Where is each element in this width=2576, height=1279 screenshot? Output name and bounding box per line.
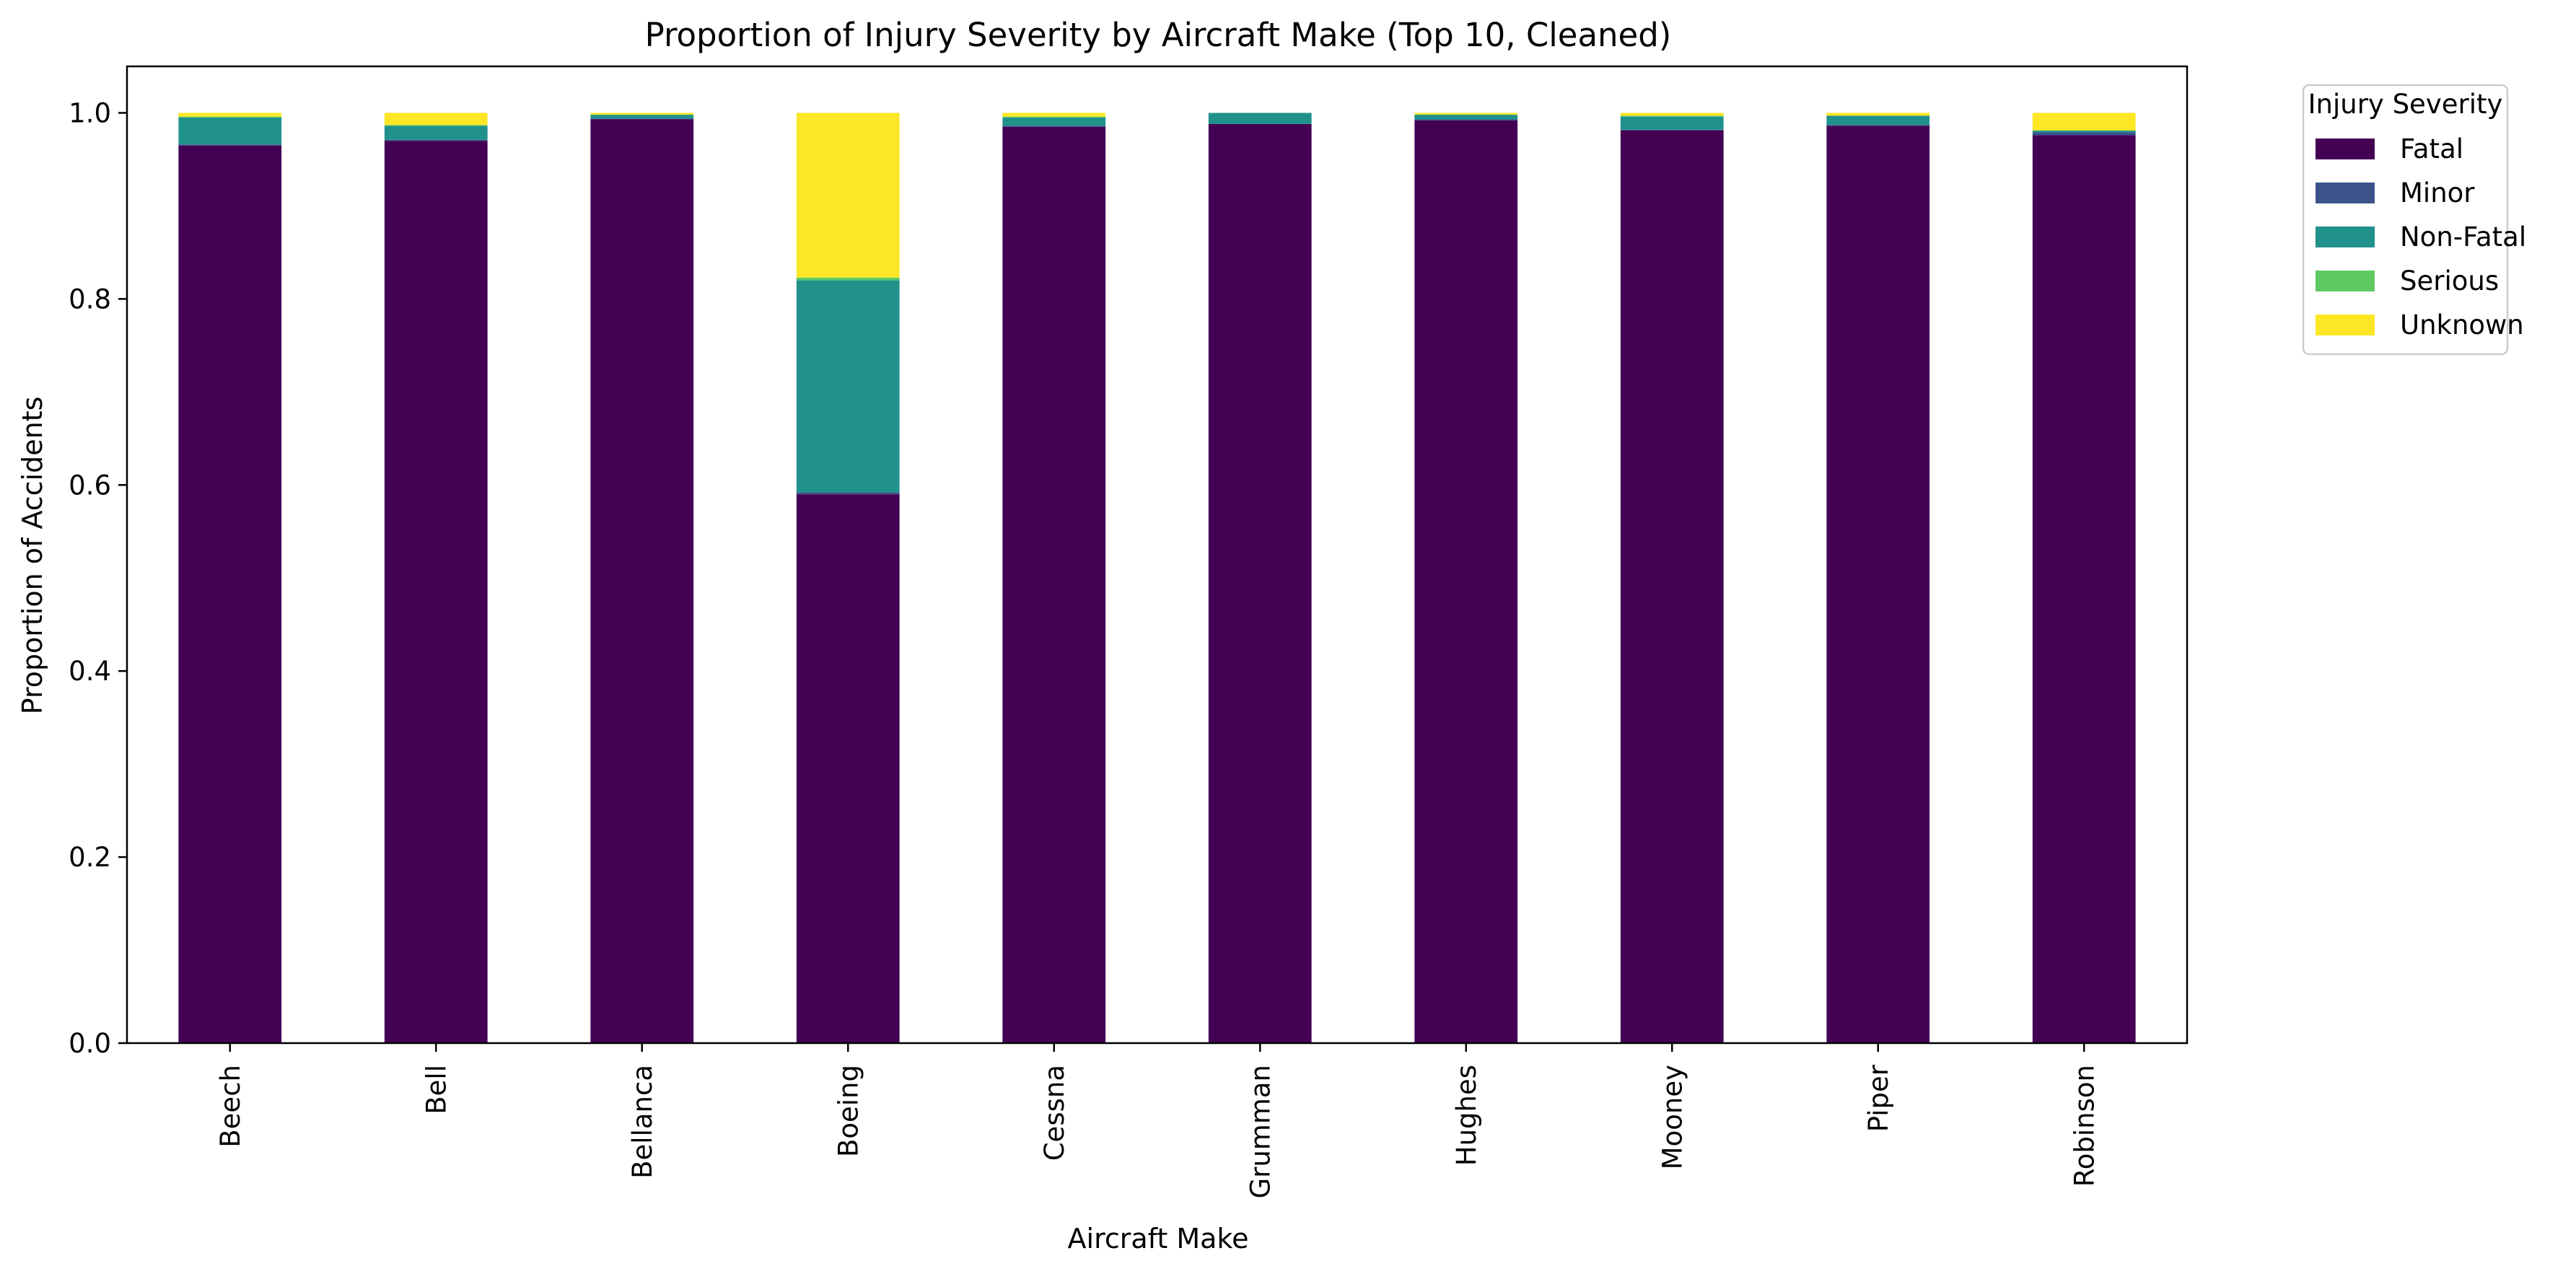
x-tick-label: Bell <box>421 1065 452 1115</box>
legend: Injury Severity Fatal Minor Non-Fatal Seriou… <box>2302 84 2526 356</box>
bar-segment <box>1826 115 1930 126</box>
bar-segment <box>384 139 488 141</box>
legend-label: Non-Fatal <box>2400 221 2526 252</box>
bar-segment <box>796 492 900 495</box>
y-axis-label: Proportion of Accidents <box>17 397 48 715</box>
bar-segment <box>1620 113 1724 116</box>
bar-segment <box>178 145 282 1044</box>
y-tick-label: 1.0 <box>69 97 111 128</box>
legend-swatch <box>2316 227 2375 247</box>
bar-segment <box>178 117 282 145</box>
bar-segment <box>1826 126 1930 1043</box>
bar-segment <box>1002 126 1106 127</box>
bar-segment <box>1002 126 1106 1043</box>
bar-segment <box>590 113 694 115</box>
bar-segment <box>1620 115 1724 117</box>
bar-segment <box>1208 113 1312 124</box>
bar-segment <box>796 277 900 281</box>
bar-segment <box>178 113 282 117</box>
bar-segment <box>590 115 694 119</box>
x-axis-label: Aircraft Make <box>1068 1223 1249 1254</box>
bar-segment <box>1620 116 1724 130</box>
bar-segment <box>796 494 900 1043</box>
bar-segment <box>590 118 694 120</box>
bar-segment <box>1002 117 1106 126</box>
y-tick-label: 0.8 <box>69 284 111 315</box>
bar-segment <box>796 113 900 278</box>
bar-segment <box>384 141 488 1044</box>
bar-segment <box>1826 113 1930 116</box>
bar-segment <box>1620 130 1724 1043</box>
x-tick-label: Bellanca <box>627 1065 658 1179</box>
bar-segment <box>1002 113 1106 117</box>
bar-segment <box>1414 115 1518 120</box>
x-tick-label: Boeing <box>833 1065 864 1157</box>
legend-swatch <box>2316 271 2375 291</box>
bar-segment <box>384 125 488 126</box>
legend-label: Serious <box>2400 265 2499 296</box>
bars-layer <box>178 113 2136 1044</box>
axes-frame <box>126 65 2189 1045</box>
bar-segment <box>2032 113 2136 131</box>
x-tick-label: Cessna <box>1039 1065 1070 1161</box>
bar-segment <box>2032 130 2136 133</box>
y-tick-label: 0.2 <box>69 842 111 873</box>
x-tick-label: Robinson <box>2069 1065 2100 1187</box>
legend-label: Unknown <box>2400 309 2524 340</box>
legend-label: Minor <box>2400 177 2475 208</box>
bar-segment <box>384 113 488 126</box>
bar-segment <box>1208 123 1312 1044</box>
bar-segment <box>384 126 488 140</box>
bar-segment <box>1414 113 1518 115</box>
bar-segment <box>1414 120 1518 1044</box>
bar-segment <box>1620 129 1724 131</box>
legend-swatch <box>2316 183 2375 203</box>
bar-segment <box>796 280 900 493</box>
legend-label: Fatal <box>2400 133 2463 164</box>
axes-layer: Beech Bell Bellanca Boeing Cessna Grumman Hugh… <box>69 65 2189 1199</box>
bar-segment <box>2032 132 2136 136</box>
y-tick-label: 0.6 <box>69 470 111 501</box>
x-tick-label: Beech <box>215 1065 246 1148</box>
chart-title: Proportion of Injury Severity by Aircraf… <box>645 16 1672 54</box>
bar-segment <box>1002 116 1106 118</box>
bar-segment <box>1826 125 1930 126</box>
x-tick-label: Mooney <box>1657 1065 1688 1169</box>
y-tick-label: 0.0 <box>69 1028 111 1059</box>
x-tick-label: Hughes <box>1451 1065 1482 1166</box>
x-tick-label: Piper <box>1863 1064 1894 1132</box>
bar-segment <box>178 144 282 146</box>
legend-swatch <box>2316 315 2375 335</box>
legend-title: Injury Severity <box>2308 89 2503 120</box>
y-tick-label: 0.4 <box>69 656 111 687</box>
bar-segment <box>178 116 282 118</box>
bar-segment <box>590 119 694 1044</box>
bar-segment <box>2032 135 2136 1043</box>
x-tick-label: Grumman <box>1245 1065 1276 1199</box>
legend-swatch <box>2316 139 2375 159</box>
